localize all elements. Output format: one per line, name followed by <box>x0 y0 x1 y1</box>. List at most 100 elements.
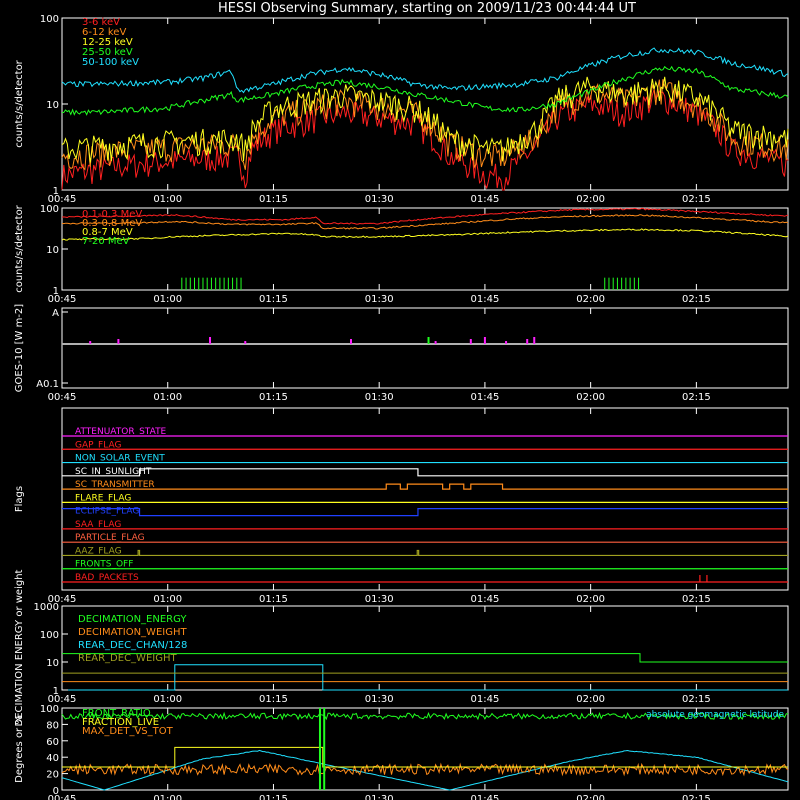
y-tick-label: 1 <box>53 286 59 297</box>
flag-label: ECLIPSE_FLAG <box>75 507 139 517</box>
y-tick-label: 10 <box>46 245 59 256</box>
legend-entry: 6-12 keV <box>82 27 126 38</box>
x-tick-label: 01:30 <box>365 794 394 800</box>
series-0.8-7-MeV <box>61 228 789 241</box>
legend-entry: REAR_DEC_CHAN/128 <box>78 640 187 651</box>
x-tick-label: 01:15 <box>259 294 288 305</box>
y-tick-label: 100 <box>40 204 59 215</box>
x-tick-label: 01:30 <box>365 694 394 705</box>
x-tick-label: 01:45 <box>470 194 499 205</box>
legend-entry: 7-20 MeV <box>82 236 130 247</box>
x-tick-label: 01:45 <box>470 794 499 800</box>
legend-entry: FRONT_RATIO <box>82 708 151 719</box>
x-tick-label: 01:45 <box>470 594 499 605</box>
legend-entry: 12-25 keV <box>82 37 133 48</box>
x-tick-label: 01:45 <box>470 694 499 705</box>
panel-4: 00:45 01:00 01:15 01:30 01:45 02:00 02:15 ATTEN… <box>14 407 789 605</box>
y-tick-label: 40 <box>46 753 59 764</box>
x-tick-label: 02:15 <box>682 294 711 305</box>
y-axis-label: counts/s/detector <box>14 59 25 147</box>
y-tick-label: 20 <box>46 770 59 781</box>
panel-frame <box>61 307 789 389</box>
panel-1: 00:45 01:00 01:15 01:30 01:45 02:00 02:15 1 10 10… <box>14 14 789 205</box>
x-tick-label: 02:15 <box>682 392 711 403</box>
series-0.3-0.8-MeV <box>61 214 789 230</box>
series-front-ratio <box>61 711 789 721</box>
flag-label: SAA_FLAG <box>75 520 121 530</box>
x-tick-label: 01:00 <box>153 194 182 205</box>
x-tick-label: 02:15 <box>682 694 711 705</box>
x-tick-label: 01:00 <box>153 694 182 705</box>
x-tick-label: 02:00 <box>576 794 605 800</box>
flag-label: PARTICLE_FLAG <box>75 533 145 543</box>
legend-entry: 50-100 keV <box>82 57 139 68</box>
x-tick-label: 00:45 <box>48 694 77 705</box>
panel-frame <box>61 407 789 591</box>
panel-3: 00:45 01:00 01:15 01:30 01:45 02:00 02:15 A A0.1… <box>14 304 789 403</box>
x-tick-label: 00:45 <box>48 794 77 800</box>
x-tick-label: 01:30 <box>365 594 394 605</box>
y-axis-label: counts/s/detector <box>14 204 25 292</box>
x-tick-label: 01:00 <box>153 294 182 305</box>
legend-entry: DECIMATION_ENERGY <box>78 614 187 625</box>
legend-entry: 3-6 keV <box>82 17 120 28</box>
series-geomagnetic-latitude <box>61 749 789 791</box>
y-tick-label: 60 <box>46 737 59 748</box>
y-tick-label: 1000 <box>34 602 59 613</box>
series-25-50-keV <box>61 65 789 116</box>
y-tick-label: 10 <box>46 100 59 111</box>
legend-entry: 0.3-0.8 MeV <box>82 218 142 229</box>
panel-2: 00:45 01:00 01:15 01:30 01:45 02:00 02:15 1 10 10… <box>14 204 789 305</box>
flag-label: GAP_FLAG <box>75 440 121 450</box>
x-tick-label: 02:00 <box>576 194 605 205</box>
flag-label: BAD_PACKETS <box>75 573 139 583</box>
flag-line-eclipse_flag <box>62 508 788 517</box>
x-tick-label: 01:15 <box>259 594 288 605</box>
x-tick-label: 01:00 <box>153 392 182 403</box>
x-tick-label: 01:30 <box>365 194 394 205</box>
y-tick-label: 0 <box>53 786 59 797</box>
x-tick-label: 01:15 <box>259 392 288 403</box>
legend-entry: 25-50 keV <box>82 47 133 58</box>
x-tick-label: 02:00 <box>576 392 605 403</box>
y-tick-label: 1 <box>53 686 59 697</box>
x-tick-label: 02:00 <box>576 294 605 305</box>
series-max-det-vs-tot <box>61 762 789 777</box>
flag-label: AAZ_FLAG <box>75 546 122 556</box>
x-tick-label: 01:15 <box>259 794 288 800</box>
x-tick-label: 01:45 <box>470 294 499 305</box>
x-tick-label: 02:15 <box>682 794 711 800</box>
x-tick-label: 00:45 <box>48 594 77 605</box>
series-6-12-keV <box>61 79 789 171</box>
panel-frame <box>61 17 789 191</box>
x-tick-label: 01:45 <box>470 392 499 403</box>
x-tick-label: 00:45 <box>48 392 77 403</box>
series-rear-dec-chan-128 <box>62 664 788 691</box>
flag-label: FRONTS_OFF <box>75 560 133 570</box>
flag-label: ATTENUATOR_STATE <box>75 427 167 437</box>
y-axis-label: DECIMATION ENERGY or weight <box>14 569 25 726</box>
y-tick-label: 1 <box>53 186 59 197</box>
x-tick-label: 02:00 <box>576 594 605 605</box>
flag-label: SC_IN_SUNLIGHT <box>75 467 152 477</box>
legend-entry: 0.8-7 MeV <box>82 227 133 238</box>
x-tick-label: 02:15 <box>682 194 711 205</box>
y-tick-label: 100 <box>40 630 59 641</box>
legend-entry: MAX_DET_VS_TOT <box>82 726 174 737</box>
series-12-25-keV <box>61 76 789 163</box>
series-fraction-live <box>62 746 788 768</box>
series-0.1-0.3-MeV <box>61 207 789 225</box>
x-tick-label: 01:15 <box>259 694 288 705</box>
y-tick-label: 100 <box>40 704 59 715</box>
series-3-6-keV <box>61 89 789 191</box>
x-tick-label: 01:00 <box>153 594 182 605</box>
panel-5: 00:45 01:00 01:15 01:30 01:45 02:00 02:15 1 10 10… <box>14 569 789 726</box>
flag-line-sc_in_sunlight <box>62 468 788 477</box>
x-tick-label: 01:30 <box>365 392 394 403</box>
legend-entry: DECIMATION_WEIGHT <box>78 627 187 638</box>
annotation: absolute geomagnetic latitude <box>646 710 784 720</box>
flag-label: SC_TRANSMITTER <box>75 480 155 490</box>
flag-line-bad_packets <box>62 575 788 583</box>
legend-entry: REAR_DEC_WEIGHT <box>78 653 177 664</box>
